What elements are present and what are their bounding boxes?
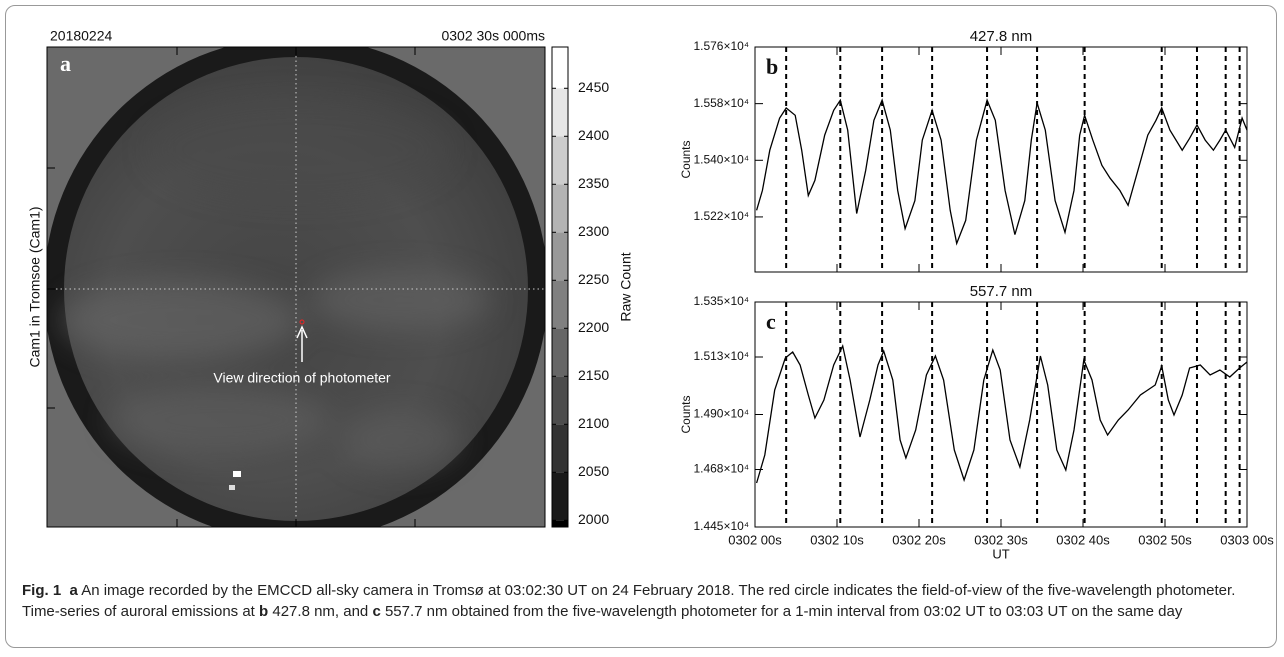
colorbar-band bbox=[552, 376, 568, 425]
caption-text: 427.8 nm, and bbox=[268, 603, 373, 620]
colorbar-border bbox=[551, 46, 569, 528]
y-tick-label: 1.540×10⁴ bbox=[693, 152, 749, 166]
caption-label: Fig. 1 bbox=[22, 582, 62, 599]
caption-marker: b bbox=[259, 603, 269, 620]
colorbar-band bbox=[552, 472, 568, 521]
caption-marker: c bbox=[372, 603, 381, 620]
y-tick-label: 1.576×10⁴ bbox=[693, 39, 749, 53]
colorbar-tick-label: 2250 bbox=[578, 271, 609, 287]
y-axis-label: Counts bbox=[679, 140, 693, 178]
colorbar-tick-label: 2150 bbox=[578, 367, 609, 383]
colorbar-band bbox=[552, 232, 568, 281]
y-tick-label: 1.558×10⁴ bbox=[693, 96, 749, 110]
colorbar-band bbox=[552, 328, 568, 377]
x-tick-label: 0302 20s bbox=[892, 532, 946, 547]
colorbar-band bbox=[552, 184, 568, 233]
image-ylabel: Cam1 in Tromsoe (Cam1) bbox=[27, 206, 43, 367]
colorbar-band bbox=[552, 136, 568, 185]
y-tick-label: 1.445×10⁴ bbox=[693, 519, 749, 533]
figure-frame bbox=[5, 5, 1277, 648]
x-tick-label: 0302 00s bbox=[728, 532, 782, 547]
colorbar-label: Raw Count bbox=[618, 252, 634, 321]
figure: a 20180224 0302 30s 000ms Cam1 in Tromso… bbox=[27, 28, 1275, 562]
caption-text: An image recorded by the EMCCD all-sky c… bbox=[22, 582, 1236, 620]
x-tick-label: 0302 40s bbox=[1056, 532, 1110, 547]
chart-title: 427.8 nm bbox=[970, 28, 1033, 45]
caption-marker: a bbox=[69, 582, 78, 599]
image-time: 0302 30s 000ms bbox=[441, 28, 545, 44]
x-tick-label: 0302 30s bbox=[974, 532, 1028, 547]
colorbar-tick-label: 2200 bbox=[578, 319, 609, 335]
colorbar-tick-label: 2100 bbox=[578, 415, 609, 431]
y-tick-label: 1.490×10⁴ bbox=[693, 407, 749, 421]
data-line bbox=[755, 343, 1248, 484]
y-axis-label: Counts bbox=[679, 395, 693, 433]
x-axis-label: UT bbox=[992, 546, 1009, 561]
data-line bbox=[755, 98, 1248, 246]
colorbar-band bbox=[552, 88, 568, 137]
colorbar-tick-label: 2000 bbox=[578, 511, 609, 527]
y-tick-label: 1.468×10⁴ bbox=[693, 462, 749, 476]
panel-label: c bbox=[766, 309, 776, 334]
annotation: View direction of photometer bbox=[213, 370, 391, 386]
colorbar-tick-label: 2050 bbox=[578, 463, 609, 479]
colorbar-tick-label: 2350 bbox=[578, 175, 609, 191]
y-tick-label: 1.535×10⁴ bbox=[693, 294, 749, 308]
caption: Fig. 1 a An image recorded by the EMCCD … bbox=[22, 580, 1267, 622]
panel-label: a bbox=[60, 51, 71, 76]
colorbar-band bbox=[552, 520, 568, 527]
colorbar-band bbox=[552, 47, 568, 89]
panel-label: b bbox=[766, 54, 778, 79]
colorbar-tick-label: 2300 bbox=[578, 223, 609, 239]
x-tick-label: 0302 10s bbox=[810, 532, 864, 547]
x-tick-label: 0302 50s bbox=[1138, 532, 1192, 547]
sky-image bbox=[47, 47, 545, 527]
colorbar-band bbox=[552, 424, 568, 473]
chart-title: 557.7 nm bbox=[970, 283, 1033, 300]
colorbar-band bbox=[552, 280, 568, 329]
caption-text: 557.7 nm obtained from the five-waveleng… bbox=[380, 603, 1183, 620]
colorbar-tick-label: 2400 bbox=[578, 127, 609, 143]
colorbar-tick-label: 2450 bbox=[578, 79, 609, 95]
image-date: 20180224 bbox=[50, 28, 113, 44]
y-tick-label: 1.513×10⁴ bbox=[693, 349, 749, 363]
image-ticks bbox=[47, 47, 416, 527]
x-tick-label: 0303 00s bbox=[1220, 532, 1274, 547]
y-tick-label: 1.522×10⁴ bbox=[693, 209, 749, 223]
